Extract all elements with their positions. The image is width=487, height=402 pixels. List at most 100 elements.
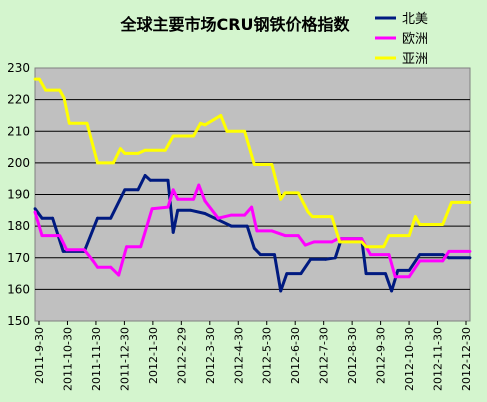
data-point <box>38 77 41 81</box>
data-point <box>312 240 316 244</box>
data-point <box>40 234 44 238</box>
data-point <box>384 272 387 275</box>
data-point <box>85 121 89 125</box>
data-point <box>283 234 287 238</box>
data-point <box>418 223 422 226</box>
data-point <box>33 207 37 211</box>
data-point <box>387 234 391 238</box>
data-point <box>303 243 307 247</box>
data-point <box>468 201 472 204</box>
x-tick-label: 2011-10-30 <box>61 327 74 391</box>
data-point <box>407 275 411 279</box>
data-point <box>150 207 154 211</box>
data-point <box>418 259 422 263</box>
data-point <box>311 215 314 219</box>
data-point <box>189 208 193 212</box>
data-point <box>166 205 170 209</box>
data-point <box>171 134 175 138</box>
data-point <box>117 273 121 277</box>
data-point <box>279 289 283 293</box>
data-point <box>225 129 229 133</box>
data-point <box>407 234 411 238</box>
data-point <box>250 205 254 209</box>
data-point <box>259 253 262 256</box>
data-point <box>441 259 445 263</box>
data-point <box>58 234 62 238</box>
y-tick-label: 210 <box>7 124 30 138</box>
data-point <box>33 77 37 81</box>
data-point <box>136 188 140 192</box>
data-point <box>270 229 274 233</box>
data-point <box>252 163 256 166</box>
data-point <box>199 121 202 125</box>
data-point <box>197 183 201 187</box>
data-point <box>393 275 397 279</box>
data-point <box>330 240 334 244</box>
data-point <box>447 256 451 260</box>
data-point <box>330 215 334 219</box>
x-tick-label: 2012-5-30 <box>261 327 274 384</box>
data-point <box>58 88 62 92</box>
data-point <box>450 201 453 204</box>
data-point <box>299 272 303 275</box>
data-point <box>123 152 127 155</box>
y-tick-label: 170 <box>7 251 30 265</box>
legend-label-1: 欧洲 <box>402 32 428 47</box>
x-tick-label: 2012-10-30 <box>403 327 416 391</box>
data-point <box>61 250 65 253</box>
data-point <box>245 224 249 228</box>
data-point <box>203 199 207 203</box>
data-point <box>149 178 152 182</box>
x-tick-label: 2011-9-30 <box>33 327 46 384</box>
data-point <box>296 191 300 195</box>
series-line-2 <box>35 77 470 249</box>
y-tick-label: 150 <box>7 314 30 328</box>
data-point <box>143 148 147 152</box>
data-point <box>468 256 472 260</box>
data-point <box>243 129 247 133</box>
y-tick-label: 160 <box>7 282 30 296</box>
data-point <box>171 188 175 192</box>
data-point <box>192 134 195 138</box>
data-point <box>390 289 393 293</box>
data-point <box>176 208 180 212</box>
x-tick-label: 2012-4-30 <box>232 327 245 384</box>
x-tick-label: 2012-12-30 <box>460 327 473 391</box>
data-point <box>360 240 364 244</box>
chart-title: 全球主要市场CRU钢铁价格指数 <box>119 15 350 34</box>
data-point <box>414 215 417 219</box>
data-point <box>203 212 207 215</box>
data-point <box>143 174 147 177</box>
data-point <box>468 250 472 253</box>
data-point <box>51 216 54 220</box>
data-point <box>364 245 368 249</box>
data-point <box>125 245 128 249</box>
data-point <box>387 253 391 256</box>
x-tick-label: 2011-11-30 <box>90 327 103 391</box>
data-point <box>44 88 47 92</box>
data-point <box>203 123 207 127</box>
x-tick-label: 2012-3-30 <box>204 327 217 384</box>
x-tick-label: 2012-9-30 <box>375 327 388 384</box>
x-tick-label: 2012-6-30 <box>289 327 302 384</box>
y-axis: 150 160 170 180 190 200 210 220 230 <box>7 61 30 328</box>
data-point <box>119 147 122 151</box>
data-point <box>112 161 115 165</box>
data-point <box>176 197 180 201</box>
x-axis: 2011-9-30 2011-10-30 2011-11-30 2011-12-30 2… <box>33 321 473 391</box>
data-point <box>166 178 170 182</box>
series-1 <box>33 183 472 279</box>
y-tick-label: 190 <box>7 188 30 202</box>
data-point <box>447 250 451 253</box>
data-point <box>418 253 422 256</box>
y-tick-label: 200 <box>7 156 30 170</box>
data-point <box>96 265 99 269</box>
data-point <box>62 96 66 100</box>
data-point <box>333 256 337 260</box>
data-point <box>283 191 287 195</box>
data-point <box>309 257 312 261</box>
data-point <box>123 188 127 192</box>
data-point <box>255 229 259 233</box>
